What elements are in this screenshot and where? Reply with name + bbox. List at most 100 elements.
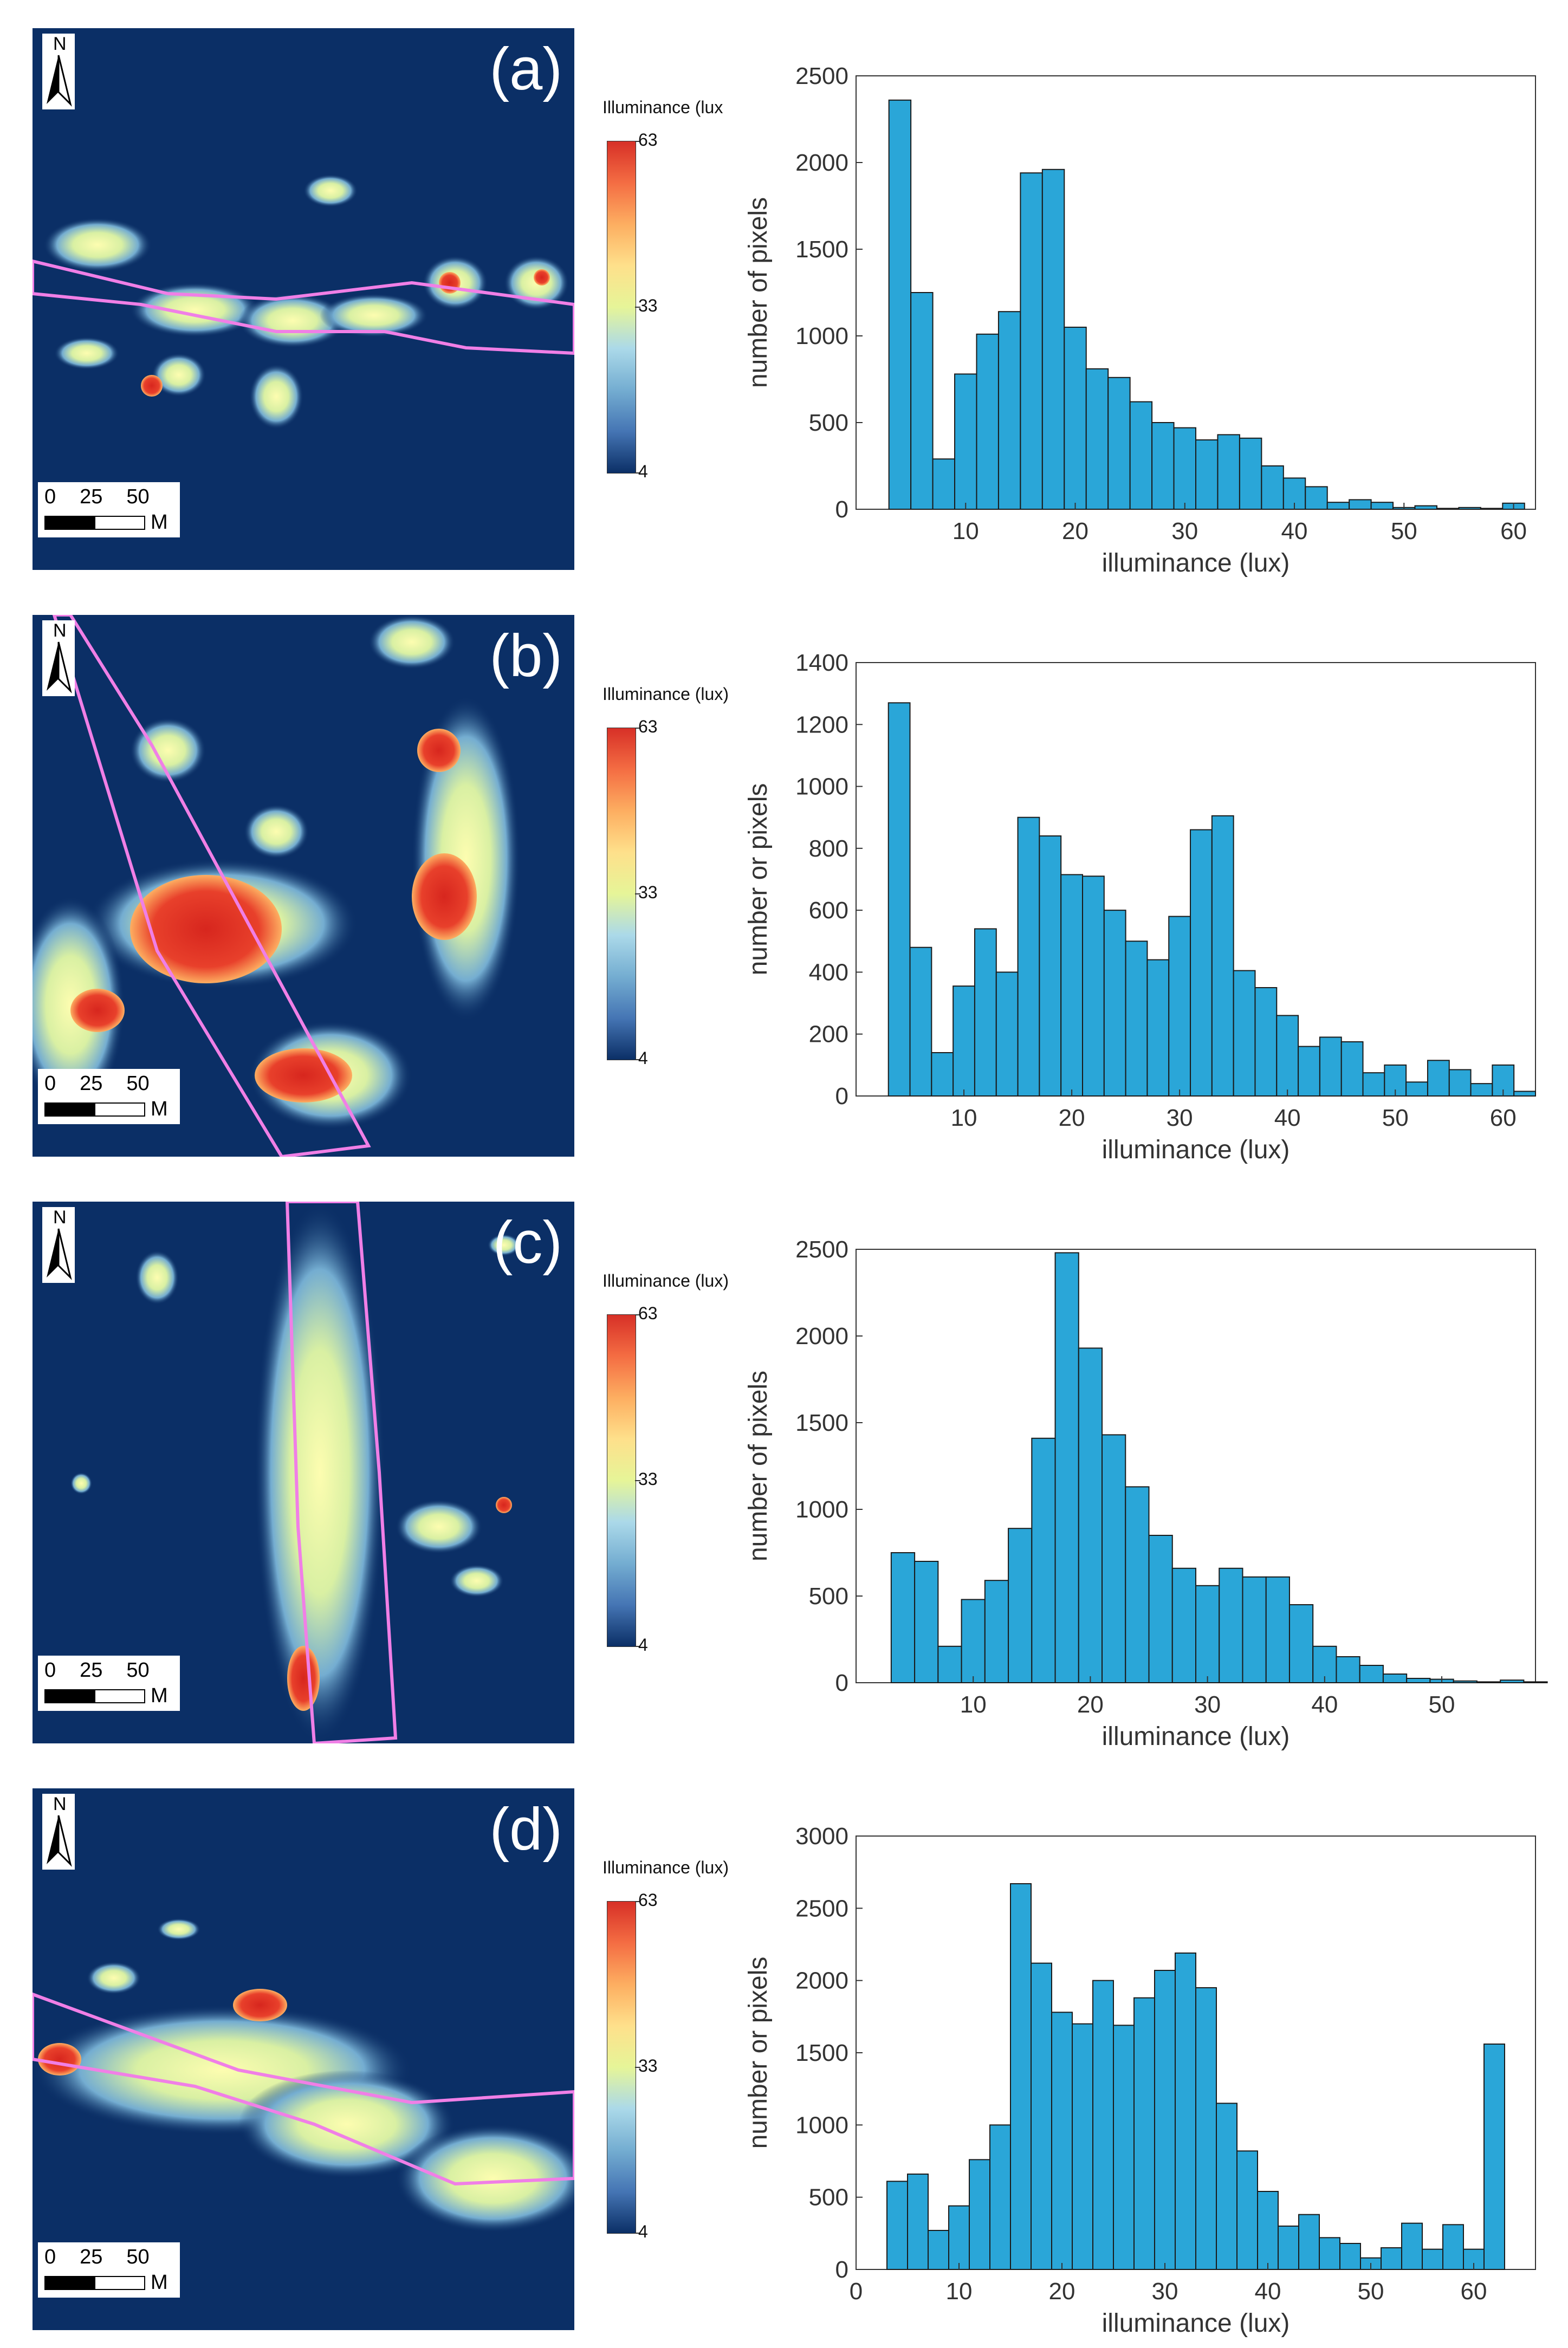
histogram-bar [1216, 2103, 1237, 2270]
road-outline [285, 1202, 398, 1743]
y-tick-label: 400 [809, 959, 848, 985]
histogram-bar [1233, 970, 1256, 1097]
legend-tickmark [635, 728, 640, 729]
x-tick-label: 30 [1167, 1105, 1193, 1131]
histogram-bar [976, 333, 999, 510]
legend-title: Illuminance (lux) [602, 1271, 729, 1290]
y-tick-label: 1000 [795, 1496, 848, 1523]
scale-segment-white [95, 515, 145, 530]
light-area [135, 1250, 179, 1305]
histogram-bar [1288, 1604, 1314, 1683]
y-tick-label: 1000 [795, 774, 848, 800]
histogram-bar [887, 702, 911, 1097]
histogram-bar [948, 2205, 970, 2271]
scale-segment-white [95, 1689, 145, 1703]
histogram-bar [1082, 875, 1105, 1097]
y-tick-label: 0 [835, 2256, 848, 2283]
legend-tickmark [635, 2233, 640, 2234]
histogram-bar [886, 2181, 908, 2270]
x-tick-label: 40 [1311, 1691, 1338, 1718]
x-tick-label: 60 [1500, 518, 1527, 544]
scale-tick-label: 25 [80, 1659, 103, 1682]
illuminance-map-image [33, 615, 574, 1157]
illuminance-map: (d) N 0 25 50 M [33, 1788, 574, 2330]
histogram-bar [1129, 401, 1153, 510]
light-area [43, 218, 152, 272]
histogram-bar [1236, 2150, 1258, 2270]
histogram-svg: 10 20 30 40 5005001000150020002500illuminanc… [744, 1236, 1548, 1751]
histogram-bar [1305, 486, 1328, 510]
light-area [396, 1500, 482, 1554]
y-tick-label: 2000 [795, 1968, 848, 1994]
legend-tickmark [635, 472, 640, 474]
light-area [488, 1234, 520, 1256]
legend-tickmark [635, 2067, 640, 2068]
histogram-bar [1020, 172, 1043, 510]
north-arrow-icon: N [42, 620, 75, 696]
hotspot [255, 1048, 352, 1102]
hotspot [534, 269, 550, 286]
x-tick-label: 30 [1194, 1691, 1221, 1718]
legend-tick-mid: 33 [638, 1469, 658, 1489]
histogram-bar [1359, 1665, 1384, 1683]
illuminance-map: (a) N 0 25 50 M [33, 28, 574, 570]
histogram-bar [1239, 437, 1262, 510]
histogram-bar [1133, 1997, 1155, 2270]
legend-tick-max: 63 [638, 1890, 658, 1910]
histogram-bar [1008, 1528, 1033, 1683]
illuminance-map-image [33, 28, 574, 570]
histogram-bar [1336, 1656, 1360, 1683]
scale-segment-black [44, 1102, 95, 1117]
legend-tick-min: 4 [638, 1635, 648, 1655]
histogram-bar [1041, 168, 1065, 510]
figure-panel: (c) N 0 25 50 M Illuminance (lux) 63 33 4 10 20 30 40… [0, 1173, 1568, 1759]
legend-tickmark [635, 893, 640, 894]
y-tick-label: 500 [809, 1583, 848, 1610]
histogram-bar [1401, 2222, 1423, 2271]
legend-tick-max: 63 [638, 1303, 658, 1323]
legend-tickmark [635, 1646, 640, 1647]
legend-tick-mid: 33 [638, 296, 658, 315]
panel-label: (c) [493, 1209, 562, 1276]
hotspot [38, 2043, 81, 2075]
histogram: 10 20 30 40 50 60 0 200 400 600 800 1000 1200 1400 ill… [744, 646, 1568, 1172]
histogram-svg: 10 20 30 40 50 60 0 500 1000 1500 2000 2500 illumina… [744, 63, 1536, 578]
light-area [70, 1473, 92, 1494]
y-tick-label: 3000 [795, 1823, 848, 1850]
x-tick-label: 10 [951, 1105, 977, 1131]
light-area [152, 353, 206, 397]
histogram-bar [1103, 910, 1126, 1097]
y-tick-label: 0 [835, 496, 848, 523]
histogram-bar [1107, 377, 1131, 510]
panel-label: (a) [489, 36, 562, 102]
x-tick-label: 20 [1049, 2278, 1075, 2305]
colorbar [607, 1314, 636, 1647]
legend-tickmark [635, 1059, 640, 1060]
north-arrow-shape [42, 620, 75, 696]
legend-title: Illuminance (lux) [602, 1858, 729, 1877]
y-tick-label: 2500 [795, 1895, 848, 1922]
road-outline [52, 615, 371, 1157]
colorbar [607, 1901, 636, 2234]
histogram-bar [890, 1552, 916, 1683]
colorbar [607, 141, 636, 474]
y-tick-label: 500 [809, 2184, 848, 2211]
histogram-bar [1470, 1083, 1493, 1097]
hotspot [496, 1497, 512, 1513]
histogram-bar [1319, 2237, 1340, 2270]
histogram-bar [1261, 465, 1284, 510]
histogram-bar [914, 1561, 939, 1683]
scale-unit: M [151, 1684, 168, 1707]
histogram-bar [909, 946, 932, 1097]
x-tick-label: 40 [1255, 2278, 1281, 2305]
histogram-bar [907, 2174, 929, 2270]
histogram-bar [1173, 427, 1197, 510]
histogram-bar [1340, 1041, 1364, 1097]
histogram-bar [1054, 1252, 1079, 1683]
road-outline [33, 1992, 574, 2186]
light-area [238, 294, 347, 348]
x-tick-label: 20 [1077, 1691, 1104, 1718]
histogram-bar [1031, 1437, 1056, 1683]
illuminance-map: (c) N 0 25 50 M [33, 1202, 574, 1743]
y-axis-label: number or pixels [744, 1957, 773, 2149]
